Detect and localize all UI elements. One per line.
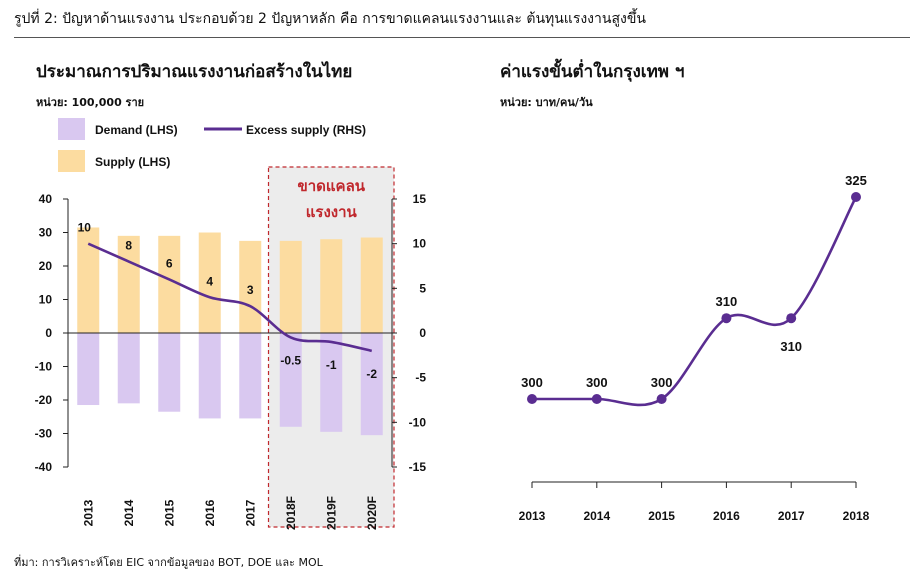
supply-bar — [77, 227, 100, 333]
x-category-label: 2015 — [162, 499, 176, 526]
excess-supply-data-label: 8 — [125, 239, 132, 253]
x-category-label: 2013 — [81, 499, 95, 526]
wage-data-label: 300 — [586, 375, 608, 390]
demand-bar — [239, 333, 262, 419]
demand-bar — [198, 333, 221, 419]
left-y-tick-label: 40 — [39, 192, 53, 206]
wage-data-label: 310 — [780, 339, 802, 354]
source-note: ที่มา: การวิเคราะห์โดย EIC จากข้อมูลของ … — [14, 556, 323, 569]
excess-supply-data-label: 10 — [78, 221, 92, 235]
right-y-tick-label: 10 — [413, 237, 427, 251]
left-y-tick-label: 10 — [39, 293, 53, 307]
wage-data-label: 325 — [845, 173, 867, 188]
wage-x-tick-label: 2013 — [519, 509, 546, 523]
wage-point — [721, 313, 732, 324]
wage-x-tick-label: 2014 — [583, 509, 610, 523]
left-y-tick-label: -30 — [35, 427, 53, 441]
right-chart-title: ค่าแรงขั้นต่ำในกรุงเทพ ฯ — [500, 62, 685, 82]
demand-bar — [279, 333, 302, 427]
wage-point — [591, 394, 602, 404]
legend-swatch-supply — [58, 150, 85, 172]
right-y-tick-label: 15 — [413, 192, 427, 206]
wage-point — [786, 313, 797, 324]
supply-bar — [279, 240, 302, 333]
right-y-tick-label: -5 — [415, 371, 426, 385]
wage-point — [851, 192, 861, 202]
forecast-highlight-label-line1: ขาดแคลน — [297, 178, 365, 195]
demand-bar — [117, 333, 140, 404]
left-y-tick-label: 0 — [45, 326, 52, 340]
demand-bar — [360, 333, 383, 436]
legend-label-demand: Demand (LHS) — [95, 123, 178, 137]
excess-supply-data-label: -0.5 — [280, 353, 301, 367]
wage-data-label: 300 — [521, 375, 543, 390]
left-chart-title: ประมาณการปริมาณแรงงานก่อสร้างในไทย — [36, 62, 353, 82]
x-category-label: 2017 — [243, 499, 257, 526]
right-y-tick-label: 0 — [419, 326, 426, 340]
right-y-tick-label: -15 — [409, 460, 427, 474]
wage-line — [531, 196, 858, 407]
wage-point — [527, 394, 537, 404]
wage-x-tick-label: 2016 — [713, 509, 740, 523]
right-y-tick-label: 5 — [419, 281, 426, 295]
wage-x-tick-label: 2017 — [778, 509, 805, 523]
left-y-tick-label: -10 — [35, 360, 53, 374]
x-category-label: 2014 — [122, 499, 136, 526]
legend-label-excess-supply: Excess supply (RHS) — [246, 123, 366, 137]
x-category-label: 2016 — [203, 499, 217, 526]
demand-bar — [77, 333, 100, 406]
forecast-highlight-label-line2: แรงงาน — [306, 204, 358, 221]
title-divider — [14, 37, 910, 38]
legend-swatch-demand — [58, 118, 85, 140]
left-y-tick-label: -20 — [35, 393, 53, 407]
x-category-label: 2020F — [365, 496, 379, 530]
excess-supply-line — [87, 242, 373, 353]
left-chart-unit: หน่วย: 100,000 ราย — [36, 96, 145, 109]
left-y-tick-label: 20 — [39, 259, 53, 273]
supply-bar — [198, 232, 221, 333]
x-category-label: 2018F — [284, 496, 298, 530]
excess-supply-data-label: 6 — [166, 256, 173, 270]
wage-x-tick-label: 2015 — [648, 509, 675, 523]
legend-label-supply: Supply (LHS) — [95, 155, 170, 169]
figure-title: รูปที่ 2: ปัญหาด้านแรงงาน ประกอบด้วย 2 ป… — [14, 11, 646, 27]
demand-bar — [158, 333, 181, 412]
right-chart-unit: หน่วย: บาท/คน/วัน — [500, 96, 593, 109]
x-category-label: 2019F — [324, 496, 338, 530]
left-y-tick-label: -40 — [35, 460, 53, 474]
excess-supply-data-label: 3 — [247, 283, 254, 297]
wage-point — [656, 394, 667, 404]
supply-bar — [320, 239, 343, 333]
left-y-tick-label: 30 — [39, 226, 53, 240]
excess-supply-data-label: -1 — [326, 358, 337, 372]
excess-supply-data-label: -2 — [366, 367, 377, 381]
demand-bar — [320, 333, 343, 432]
excess-supply-data-label: 4 — [206, 274, 213, 288]
wage-data-label: 310 — [716, 294, 738, 309]
supply-bar — [158, 235, 181, 333]
supply-bar — [360, 237, 383, 333]
right-y-tick-label: -10 — [409, 415, 427, 429]
wage-x-tick-label: 2018 — [843, 509, 870, 523]
wage-data-label: 300 — [651, 375, 673, 390]
